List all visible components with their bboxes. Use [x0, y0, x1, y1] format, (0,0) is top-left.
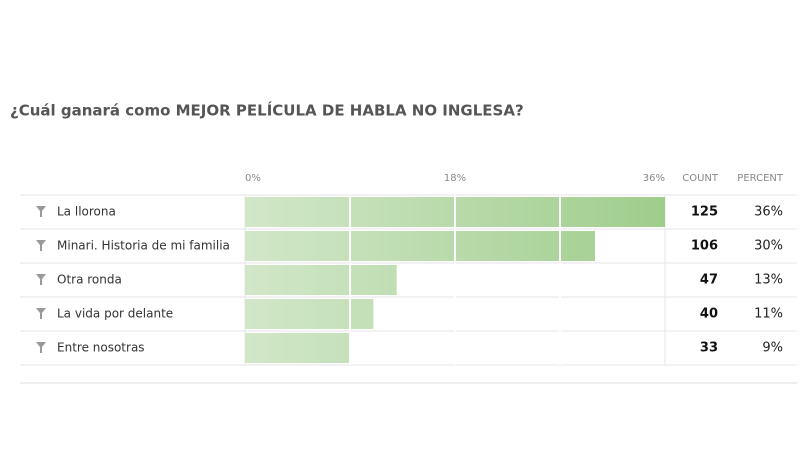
count-label: 40 — [700, 307, 718, 322]
bar — [245, 231, 595, 261]
percent-label: 30% — [754, 239, 783, 254]
count-label: 47 — [700, 273, 718, 288]
bar — [245, 265, 397, 295]
percent-label: 11% — [754, 307, 783, 322]
filter-icon — [36, 342, 46, 353]
count-label: 33 — [700, 341, 718, 356]
x-tick-label: 0% — [245, 173, 261, 184]
count-label: 125 — [691, 205, 718, 220]
filter-icon — [36, 240, 46, 251]
x-tick-label: 18% — [444, 173, 466, 184]
count-header: COUNT — [682, 173, 719, 184]
filter-icon — [36, 274, 46, 285]
category-label: Minari. Historia de mi familia — [57, 239, 230, 253]
percent-label: 9% — [762, 341, 783, 356]
category-label: La llorona — [57, 205, 116, 219]
chart-title: ¿Cuál ganará como MEJOR PELÍCULA DE HABL… — [10, 101, 524, 120]
percent-label: 13% — [754, 273, 783, 288]
filter-icon — [36, 206, 46, 217]
percent-header: PERCENT — [737, 173, 784, 184]
percent-label: 36% — [754, 205, 783, 220]
category-label: Otra ronda — [57, 273, 122, 287]
bar — [245, 299, 374, 329]
bar — [245, 333, 350, 363]
category-label: La vida por delante — [57, 307, 173, 321]
count-label: 106 — [691, 239, 718, 254]
filter-icon — [36, 308, 46, 319]
x-tick-label: 36% — [643, 173, 665, 184]
category-label: Entre nosotras — [57, 341, 145, 355]
